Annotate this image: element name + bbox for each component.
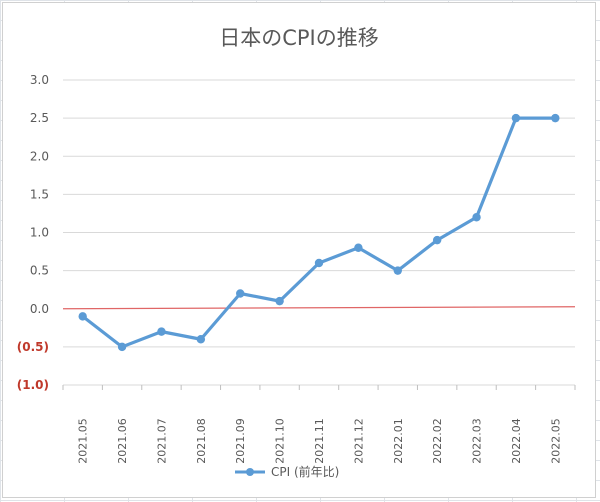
y-tick-label-6: 0.0 <box>30 302 49 316</box>
data-point-8 <box>393 266 402 275</box>
data-point-3 <box>196 335 206 344</box>
y-tick-label-3: 1.5 <box>30 187 49 201</box>
x-tick-label-6: 2021.11 <box>313 418 326 464</box>
y-tick-label-2: 2.0 <box>30 149 49 163</box>
x-tick-label-5: 2021.10 <box>274 418 287 464</box>
data-point-11 <box>511 113 521 123</box>
x-tick-label-3: 2021.08 <box>195 418 208 464</box>
y-tick-label-0: 3.0 <box>30 73 49 87</box>
x-tick-label-4: 2021.09 <box>234 418 247 464</box>
y-tick-label-8: (1.0) <box>17 378 49 392</box>
legend: CPI (前年比) <box>235 464 339 479</box>
data-point-4 <box>236 289 245 298</box>
x-tick-label-2: 2021.07 <box>155 418 168 464</box>
x-tick-label-11: 2022.04 <box>510 418 523 464</box>
plot-series <box>78 113 560 352</box>
data-point-10 <box>472 213 481 222</box>
legend-swatch-marker <box>246 468 254 476</box>
x-tick-label-9: 2022.02 <box>431 418 444 464</box>
data-point-12 <box>551 113 560 123</box>
x-tick-label-12: 2022.05 <box>549 418 562 464</box>
x-tick-label-7: 2021.12 <box>352 418 365 464</box>
gridlines <box>62 79 576 386</box>
data-point-0 <box>78 312 87 321</box>
y-tick-label-1: 2.5 <box>30 111 49 125</box>
chart-title: 日本のCPIの推移 <box>219 26 379 50</box>
y-tick-label-7: (0.5) <box>17 340 49 354</box>
y-tick-label-4: 1.0 <box>30 226 49 240</box>
data-point-6 <box>314 258 324 268</box>
y-tick-label-5: 0.5 <box>30 264 49 278</box>
chart-svg: 日本のCPIの推移 3.0 2.5 2.0 1.5 1.0 0.5 0.0 (0.5) (1.0… <box>17 26 576 479</box>
data-point-2 <box>157 327 166 336</box>
data-point-9 <box>432 235 442 245</box>
x-axis: 2021.05 2021.06 2021.07 2021.08 2021.09 2021.… <box>62 385 576 464</box>
y-axis: 3.0 2.5 2.0 1.5 1.0 0.5 0.0 (0.5) (1.0) <box>17 73 49 392</box>
legend-label: CPI (前年比) <box>271 464 339 479</box>
x-tick-label-1: 2021.06 <box>116 418 129 464</box>
data-point-5 <box>275 296 284 306</box>
zero-line <box>62 306 576 310</box>
chart-area[interactable]: 日本のCPIの推移 3.0 2.5 2.0 1.5 1.0 0.5 0.0 (0.5) (1.0… <box>2 2 596 498</box>
data-point-1 <box>117 342 127 352</box>
x-tick-label-0: 2021.05 <box>77 418 90 464</box>
x-tick-label-8: 2022.01 <box>392 418 405 464</box>
data-point-7 <box>354 243 363 252</box>
x-tick-label-10: 2022.03 <box>471 418 484 464</box>
